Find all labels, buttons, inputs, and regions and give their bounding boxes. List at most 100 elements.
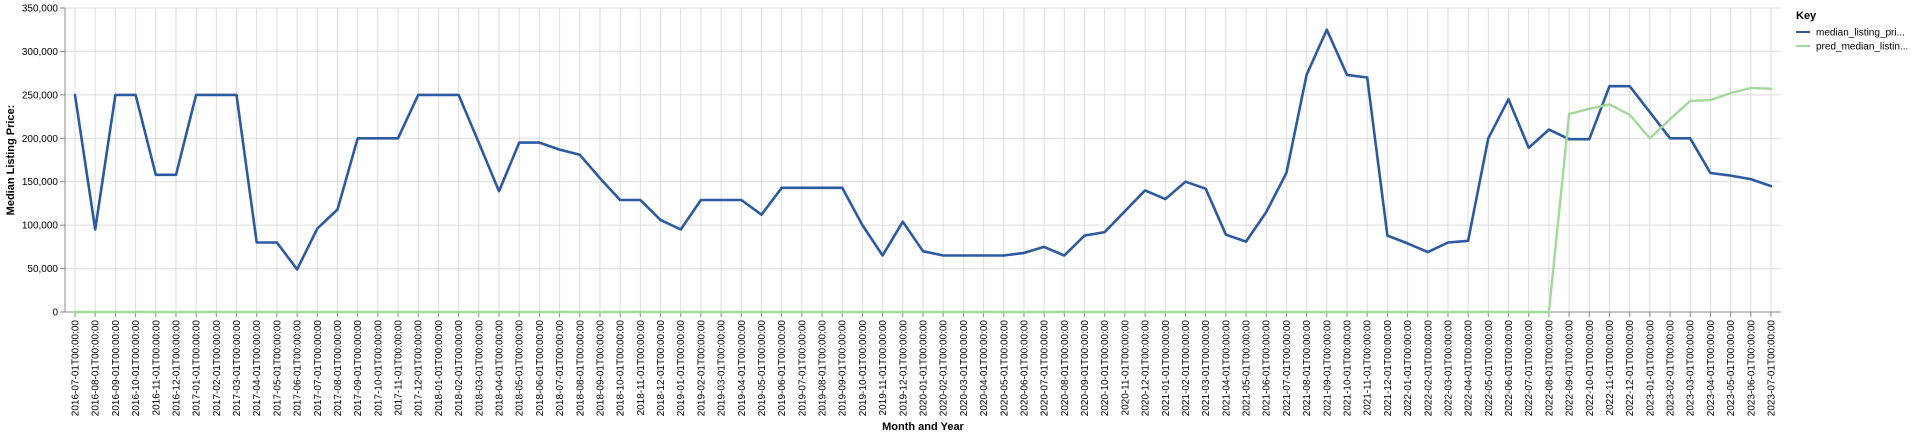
- x-tick-label: 2022-11-01T00:00:00: [1605, 320, 1616, 416]
- x-tick-label: 2019-09-01T00:00:00: [838, 320, 849, 417]
- x-tick-label: 2023-05-01T00:00:00: [1726, 320, 1737, 417]
- y-tick-label: 250,000: [22, 90, 59, 101]
- y-tick-label: 150,000: [22, 177, 59, 188]
- x-tick-label: 2016-07-01T00:00:00: [71, 320, 82, 417]
- x-tick-label: 2020-01-01T00:00:00: [919, 320, 930, 417]
- y-axis-title: Median Listing Price:: [5, 105, 17, 216]
- x-tick-label: 2018-04-01T00:00:00: [495, 320, 506, 417]
- x-tick-label: 2018-09-01T00:00:00: [595, 320, 606, 417]
- x-tick-label: 2022-12-01T00:00:00: [1625, 320, 1636, 417]
- x-tick-label: 2018-08-01T00:00:00: [575, 320, 586, 417]
- x-tick-label: 2020-12-01T00:00:00: [1141, 320, 1152, 417]
- x-tick-label: 2023-01-01T00:00:00: [1645, 320, 1656, 417]
- x-tick-label: 2020-09-01T00:00:00: [1080, 320, 1091, 417]
- x-tick-label: 2017-06-01T00:00:00: [293, 320, 304, 417]
- y-tick-label: 350,000: [22, 4, 59, 15]
- x-tick-label: 2019-04-01T00:00:00: [737, 320, 748, 417]
- y-tick-label: 50,000: [27, 264, 58, 275]
- x-tick-label: 2017-11-01T00:00:00: [394, 320, 405, 416]
- x-tick-label: 2020-07-01T00:00:00: [1040, 320, 1051, 417]
- x-tick-label: 2016-08-01T00:00:00: [91, 320, 102, 417]
- legend-entry-label: median_listing_pri...: [1816, 28, 1905, 39]
- x-tick-label: 2022-01-01T00:00:00: [1403, 320, 1414, 417]
- x-tick-label: 2022-07-01T00:00:00: [1524, 320, 1535, 417]
- x-tick-label: 2017-02-01T00:00:00: [212, 320, 223, 417]
- x-tick-label: 2020-08-01T00:00:00: [1060, 320, 1071, 417]
- x-tick-label: 2016-09-01T00:00:00: [111, 320, 122, 417]
- x-tick-label: 2018-06-01T00:00:00: [535, 320, 546, 417]
- x-tick-label: 2022-10-01T00:00:00: [1585, 320, 1596, 417]
- x-tick-label: 2023-07-01T00:00:00: [1767, 320, 1778, 417]
- x-tick-label: 2020-11-01T00:00:00: [1120, 320, 1131, 416]
- x-tick-label: 2020-04-01T00:00:00: [979, 320, 990, 417]
- series-line-2: [73, 86, 1773, 314]
- x-tick-label: 2021-08-01T00:00:00: [1302, 320, 1313, 417]
- x-tick-label: 2017-09-01T00:00:00: [353, 320, 364, 417]
- x-tick-label: 2017-10-01T00:00:00: [373, 320, 384, 417]
- y-tick-label: 300,000: [22, 47, 59, 58]
- x-tick-label: 2017-03-01T00:00:00: [232, 320, 243, 417]
- x-tick-label: 2020-05-01T00:00:00: [999, 320, 1010, 417]
- x-tick-label: 2021-01-01T00:00:00: [1161, 320, 1172, 417]
- x-tick-label: 2020-06-01T00:00:00: [1019, 320, 1030, 417]
- x-tick-label: 2019-03-01T00:00:00: [717, 320, 728, 417]
- x-tick-label: 2023-03-01T00:00:00: [1686, 320, 1697, 417]
- x-tick-label: 2019-12-01T00:00:00: [898, 320, 909, 417]
- x-tick-label: 2021-03-01T00:00:00: [1201, 320, 1212, 417]
- x-tick-label: 2018-07-01T00:00:00: [555, 320, 566, 417]
- x-tick-label: 2022-05-01T00:00:00: [1484, 320, 1495, 417]
- x-tick-label: 2019-08-01T00:00:00: [818, 320, 829, 417]
- x-tick-label: 2020-02-01T00:00:00: [939, 320, 950, 417]
- x-tick-label: 2019-11-01T00:00:00: [878, 320, 889, 416]
- x-tick-label: 2017-01-01T00:00:00: [192, 320, 203, 417]
- x-tick-label: 2018-12-01T00:00:00: [656, 320, 667, 417]
- x-tick-label: 2018-02-01T00:00:00: [454, 320, 465, 417]
- x-tick-label: 2021-02-01T00:00:00: [1181, 320, 1192, 417]
- y-tick-label: 200,000: [22, 134, 59, 145]
- x-tick-label: 2021-06-01T00:00:00: [1262, 320, 1273, 417]
- y-tick-label: 0: [52, 308, 58, 319]
- legend-title: Key: [1796, 10, 1817, 22]
- x-tick-label: 2021-07-01T00:00:00: [1282, 320, 1293, 417]
- gridlines: [65, 7, 1781, 313]
- x-tick-label: 2022-08-01T00:00:00: [1544, 320, 1555, 417]
- x-tick-label: 2018-10-01T00:00:00: [616, 320, 627, 417]
- legend-entry-label: pred_median_listin...: [1816, 42, 1908, 53]
- x-tick-label: 2017-04-01T00:00:00: [252, 320, 263, 417]
- x-tick-label: 2021-11-01T00:00:00: [1363, 320, 1374, 416]
- x-tick-label: 2017-08-01T00:00:00: [333, 320, 344, 417]
- x-tick-label: 2019-02-01T00:00:00: [696, 320, 707, 417]
- series-line-1: [73, 28, 1773, 271]
- x-tick-label: 2022-03-01T00:00:00: [1443, 320, 1454, 417]
- legend-entries: median_listing_pri... pred_median_listin.…: [1796, 28, 1908, 53]
- y-axis-ticks: 0 50,000 100,000 150,000 200,000 250,000 300,0…: [22, 4, 65, 319]
- x-tick-label: 2019-01-01T00:00:00: [676, 320, 687, 417]
- legend: Key median_listing_pri... pred_median_lis…: [1796, 10, 1908, 53]
- x-tick-label: 2023-02-01T00:00:00: [1666, 320, 1677, 417]
- x-tick-label: 2019-07-01T00:00:00: [797, 320, 808, 417]
- x-tick-label: 2020-03-01T00:00:00: [959, 320, 970, 417]
- x-tick-label: 2023-06-01T00:00:00: [1746, 320, 1757, 417]
- x-tick-label: 2019-06-01T00:00:00: [777, 320, 788, 417]
- x-tick-label: 2016-11-01T00:00:00: [151, 320, 162, 416]
- x-tick-label: 2021-09-01T00:00:00: [1322, 320, 1333, 417]
- x-tick-label: 2018-11-01T00:00:00: [636, 320, 647, 416]
- x-axis-ticks: 2016-07-01T00:00:00 2016-08-01T00:00:00 20…: [71, 312, 1778, 416]
- x-tick-label: 2021-05-01T00:00:00: [1242, 320, 1253, 417]
- x-tick-label: 2021-04-01T00:00:00: [1221, 320, 1232, 417]
- x-tick-label: 2023-04-01T00:00:00: [1706, 320, 1717, 417]
- x-tick-label: 2022-09-01T00:00:00: [1565, 320, 1576, 417]
- x-tick-label: 2022-02-01T00:00:00: [1423, 320, 1434, 417]
- x-tick-label: 2017-12-01T00:00:00: [414, 320, 425, 417]
- x-axis-title: Month and Year: [882, 421, 964, 433]
- x-tick-label: 2022-04-01T00:00:00: [1464, 320, 1475, 417]
- x-tick-label: 2022-06-01T00:00:00: [1504, 320, 1515, 417]
- x-tick-label: 2018-05-01T00:00:00: [515, 320, 526, 417]
- x-tick-label: 2021-10-01T00:00:00: [1343, 320, 1354, 417]
- x-tick-label: 2021-12-01T00:00:00: [1383, 320, 1394, 417]
- x-tick-label: 2018-01-01T00:00:00: [434, 320, 445, 417]
- x-tick-label: 2020-10-01T00:00:00: [1100, 320, 1111, 417]
- x-tick-label: 2018-03-01T00:00:00: [474, 320, 485, 417]
- x-tick-label: 2016-12-01T00:00:00: [171, 320, 182, 417]
